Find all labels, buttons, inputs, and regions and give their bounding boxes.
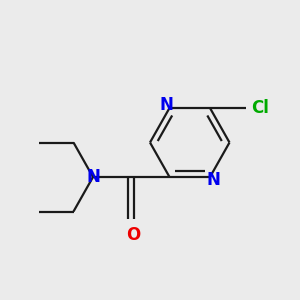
Text: N: N bbox=[86, 168, 100, 186]
Text: N: N bbox=[206, 171, 220, 189]
Text: Cl: Cl bbox=[251, 99, 269, 117]
Text: N: N bbox=[160, 96, 173, 114]
Text: O: O bbox=[126, 226, 141, 244]
